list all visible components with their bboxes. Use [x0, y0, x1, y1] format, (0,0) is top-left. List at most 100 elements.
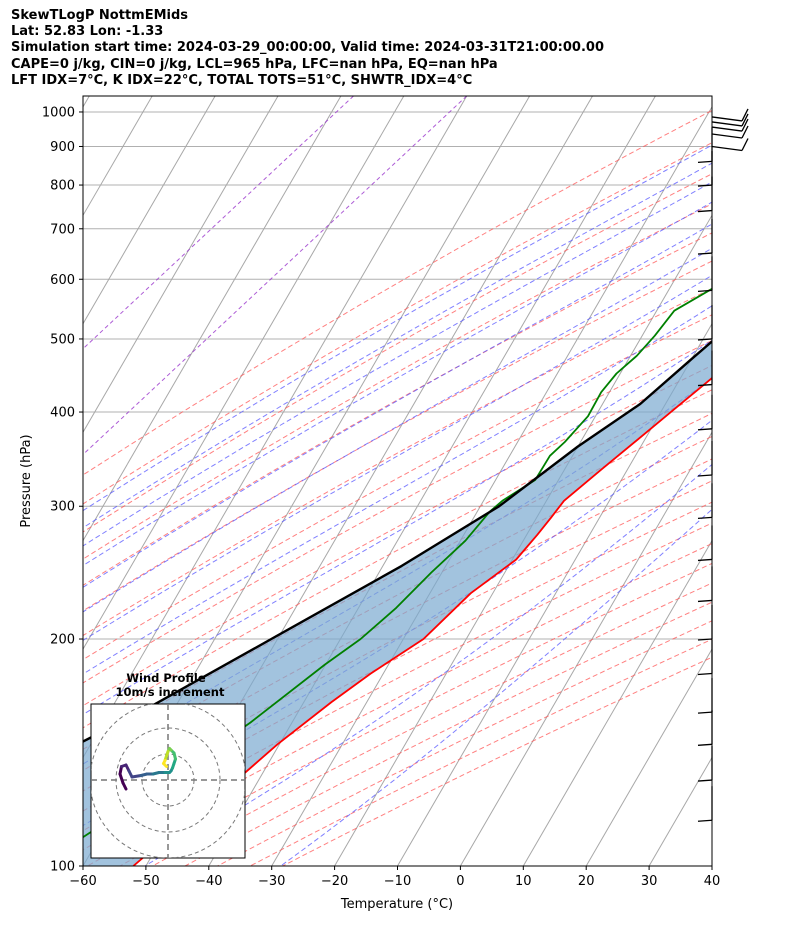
isotherm-line: [648, 756, 712, 866]
wind-barb: [697, 151, 713, 187]
dry-adiabat: [83, 364, 712, 707]
barb-flag: [741, 125, 749, 139]
wind-barb: [697, 219, 713, 255]
moist-adiabat: [83, 419, 712, 827]
hodograph-trace: [118, 747, 177, 791]
wind-barb: [697, 256, 713, 293]
dry-adiabat: [83, 260, 712, 612]
isotherm-line: [585, 648, 712, 866]
y-tick-label: 600: [50, 273, 75, 288]
isotherm-line: [83, 96, 405, 651]
dry-adiabat: [83, 501, 712, 832]
isotherm-line: [459, 431, 712, 866]
barb-shaft: [711, 116, 743, 122]
y-tick-label: 500: [50, 332, 75, 347]
hodograph-segment: [130, 774, 143, 779]
y-tick-label: 1000: [42, 105, 75, 120]
x-tick-label: 10: [515, 874, 532, 889]
dry-adiabat: [83, 232, 712, 586]
isotherm-line: [83, 96, 90, 108]
dry-adiabat: [83, 173, 712, 533]
barb-flag: [697, 743, 713, 746]
barb-flag: [697, 779, 713, 782]
x-tick-label: −40: [195, 874, 222, 889]
moist-adiabat: [83, 223, 712, 588]
barb-flag: [697, 819, 713, 822]
inset-subtitle: 10m/s increment: [116, 685, 225, 699]
barb-flag: [741, 118, 749, 132]
wind-barb: [697, 639, 713, 676]
x-tick-label: 40: [704, 874, 721, 889]
isotherm-line: [711, 865, 712, 866]
barb-flag: [697, 672, 713, 676]
x-tick-label: 0: [456, 874, 464, 889]
barb-flag: [697, 209, 713, 213]
wind-barb: [697, 394, 713, 431]
wind-barb: [697, 746, 713, 782]
y-axis-label: Pressure (hPa): [19, 434, 34, 527]
y-tick-label: 700: [50, 222, 75, 237]
y-tick-label: 900: [50, 140, 75, 155]
moist-adiabat: [83, 181, 712, 547]
dry-adiabat: [83, 287, 712, 637]
hodograph-segment: [118, 772, 125, 785]
y-tick-label: 100: [50, 860, 75, 875]
dry-adiabat: [83, 109, 712, 476]
dry-adiabat: [83, 389, 712, 729]
barb-flag: [697, 599, 713, 603]
isotherm-line: [83, 96, 216, 325]
series-line-2: [83, 339, 712, 743]
hodograph-inset: Wind Profile 10m/s increment: [90, 671, 246, 859]
wind-barb: [697, 441, 713, 477]
wind-barb: [697, 525, 713, 562]
wind-barb: [697, 176, 713, 213]
x-tick-label: −20: [321, 874, 348, 889]
barb-flag: [697, 558, 713, 562]
barb-flag: [697, 184, 713, 187]
x-tick-label: −10: [384, 874, 411, 889]
y-tick-label: 300: [50, 500, 75, 515]
isotherm-line: [775, 96, 794, 866]
wind-barb: [697, 304, 713, 341]
x-tick-label: −30: [258, 874, 285, 889]
x-tick-label: 20: [578, 874, 595, 889]
x-tick-label: −50: [132, 874, 159, 889]
profile-lines: [83, 287, 712, 866]
isotherm-line: [83, 96, 342, 542]
chart-title-station: SkewTLogP NottmEMids: [11, 8, 189, 23]
x-tick-label: −60: [69, 874, 96, 889]
barb-flag: [697, 338, 713, 341]
wind-barb: [697, 566, 713, 603]
barb-flag: [697, 252, 713, 255]
chart-title-parameters: CAPE=0 j/kg, CIN=0 j/kg, LCL=965 hPa, LF…: [11, 56, 498, 72]
barb-flag: [697, 383, 713, 387]
barb-flag: [697, 160, 713, 164]
barb-flag: [697, 428, 713, 431]
wind-barb: [711, 118, 749, 132]
barb-flag: [697, 711, 713, 714]
barb-flag: [697, 289, 713, 293]
barb-flag: [697, 638, 713, 641]
isotherm-line: [522, 539, 712, 866]
wind-barb: [697, 127, 713, 164]
axis-ticks: −60 −50 −40 −30 −20 −10 0 10 20 30 40 100 200 300 400 5…: [42, 105, 720, 889]
isotherm-line: [397, 322, 712, 866]
wind-barb: [711, 113, 749, 127]
moist-adiabat: [83, 339, 712, 716]
barb-flag: [697, 516, 713, 519]
x-tick-label: 30: [641, 874, 658, 889]
dry-adiabat: [83, 480, 712, 812]
wind-barb: [697, 483, 713, 519]
moist-adiabat: [280, 508, 712, 866]
wind-barbs: [697, 108, 749, 822]
dry-adiabat: [87, 542, 712, 866]
background-reference-lines: [83, 96, 794, 866]
barb-flag: [741, 138, 749, 151]
chart-title-coords: Lat: 52.83 Lon: -1.33: [11, 24, 164, 40]
wind-barb: [711, 108, 749, 122]
wind-barb: [697, 605, 713, 641]
wind-barb: [697, 710, 713, 746]
isotherm-line: [271, 105, 712, 866]
y-tick-label: 800: [50, 179, 75, 194]
